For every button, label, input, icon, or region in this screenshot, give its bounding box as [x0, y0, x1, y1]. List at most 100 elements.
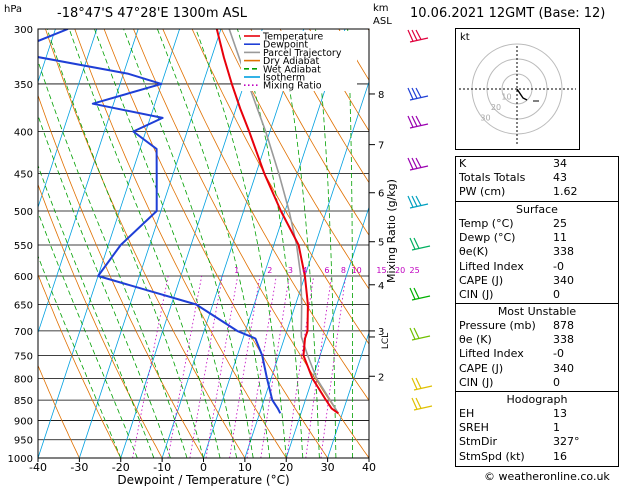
mixing-ratio-label: 20	[395, 266, 405, 275]
dry-adiabat-line	[38, 183, 163, 458]
wet-adiabat-line	[38, 59, 188, 458]
x-tick-label: 30	[321, 461, 335, 474]
wind-barb-flag	[415, 87, 422, 98]
x-tick-label: 0	[200, 461, 207, 474]
dry-adiabat-line	[221, 29, 369, 290]
lcl-label: LCL	[381, 333, 391, 349]
index-label: Pressure (mb)	[459, 319, 536, 333]
wind-barb-flag	[415, 157, 422, 168]
index-label: Temp (°C)	[459, 217, 514, 231]
dry-adiabat-line	[38, 273, 122, 458]
mixing-ratio-line	[320, 275, 347, 458]
pressure-tick-label: 600	[14, 272, 33, 283]
mixing-ratio-label: 1	[234, 266, 239, 275]
km-tick-label: 7	[378, 141, 384, 152]
index-label: CIN (J)	[459, 288, 494, 302]
wind-barb-staff	[409, 95, 429, 101]
hodograph-ring-label: 30	[480, 114, 490, 123]
mixing-ratio-axis-title: Mixing Ratio (g/kg)	[385, 179, 398, 283]
index-label: StmSpd (kt)	[459, 449, 525, 463]
wind-barb-flag	[411, 195, 418, 207]
mixing-ratio-line	[189, 275, 223, 458]
index-row: SREH 1	[456, 421, 618, 435]
wet-adiabat-line	[157, 29, 271, 458]
hodograph-ring-label: 20	[491, 103, 501, 112]
wet-adiabat-line	[195, 29, 287, 458]
wind-barb-flag	[407, 157, 414, 170]
wind-barb-flag	[415, 195, 422, 206]
index-value: 340	[553, 273, 574, 287]
index-value: -0	[553, 259, 564, 273]
index-row: K 34	[456, 157, 618, 171]
index-value: 878	[553, 319, 574, 333]
index-value: 340	[553, 361, 574, 375]
index-label: CAPE (J)	[459, 361, 504, 375]
wind-barb-flag	[413, 327, 420, 339]
legend-label: Isotherm	[263, 73, 305, 84]
pressure-tick-label: 750	[14, 351, 33, 362]
mixing-ratio-line	[167, 275, 203, 458]
wind-barb-staff	[409, 203, 429, 209]
dry-adiabat-line	[74, 29, 287, 458]
asl-axis-unit: ASL	[373, 16, 392, 27]
wind-barb-staff	[411, 295, 431, 301]
index-label: CIN (J)	[459, 375, 494, 389]
legend-label: Temperature	[262, 32, 323, 43]
index-row: Pressure (mb) 878	[456, 319, 618, 333]
wind-barb-staff	[413, 405, 433, 411]
wind-barb-flag	[407, 29, 414, 42]
wind-barb-flag	[407, 87, 414, 100]
wind-barb-flag	[413, 237, 420, 249]
wet-adiabat-line	[123, 29, 254, 458]
indices-box: K 34 Totals Totals 43 PW (cm) 1.62	[455, 156, 619, 202]
wet-adiabat-line	[46, 29, 204, 458]
wind-barb-flag	[407, 115, 414, 128]
chart-axes: 1 2 3 4 6 8 10 15 20 2530035040045050055060065070…	[8, 25, 420, 486]
wind-barb-flag	[409, 327, 416, 340]
wind-barb-flag	[413, 287, 420, 299]
mixing-ratio-label: 2	[267, 266, 272, 275]
mixing-ratio-label: 3	[288, 266, 293, 275]
index-label: Lifted Index	[459, 259, 524, 273]
x-tick-label: 10	[238, 461, 252, 474]
index-label: SREH	[459, 421, 489, 435]
x-axis-title: Dewpoint / Temperature (°C)	[117, 473, 289, 486]
wet-adiabat-line	[347, 29, 353, 458]
wind-barb-flag	[407, 195, 414, 208]
isotherm-line	[203, 29, 346, 458]
mixing-ratio-line	[205, 275, 239, 458]
dewpoint-profile	[38, 29, 282, 414]
index-row: CIN (J) 0	[456, 288, 618, 302]
wind-barb-flag	[415, 397, 422, 409]
dry-adiabat-line	[45, 29, 246, 458]
sounding-datetime: 10.06.2021 12GMT (Base: 12)	[410, 6, 606, 21]
legend-background	[241, 31, 357, 91]
surface-title: Surface	[516, 203, 558, 216]
pressure-tick-label: 350	[14, 80, 33, 91]
hodograph-ring-label: 10	[501, 93, 511, 102]
mixing-ratio-label: 4	[302, 266, 307, 275]
pressure-tick-label: 700	[14, 327, 33, 338]
km-tick-label: 8	[378, 90, 384, 101]
index-value: -0	[553, 347, 564, 361]
index-label: Totals Totals	[459, 171, 526, 185]
dry-adiabat-line	[38, 94, 204, 458]
km-tick-label: 2	[378, 372, 384, 383]
wind-barb-staff	[409, 123, 429, 129]
pressure-tick-label: 850	[14, 396, 33, 407]
isotherm-line	[0, 29, 14, 458]
mixing-ratio-label: 6	[324, 266, 329, 275]
legend-label: Parcel Trajectory	[263, 48, 342, 59]
index-label: CAPE (J)	[459, 273, 504, 287]
wet-adiabat-line	[315, 29, 337, 458]
pressure-tick-label: 300	[14, 25, 33, 36]
parcel-trajectory-profile	[228, 29, 339, 414]
surface-box: Surface Temp (°C) 25 Dewp (°C) 11 θe(K) 338 Li…	[455, 201, 619, 304]
pressure-tick-label: 900	[14, 416, 33, 427]
copyright: © weatheronline.co.uk	[484, 470, 610, 483]
wind-barb-staff	[409, 165, 429, 171]
x-tick-label: -20	[112, 461, 130, 474]
index-row: CIN (J) 0	[456, 376, 618, 390]
pressure-tick-label: 800	[14, 374, 33, 385]
